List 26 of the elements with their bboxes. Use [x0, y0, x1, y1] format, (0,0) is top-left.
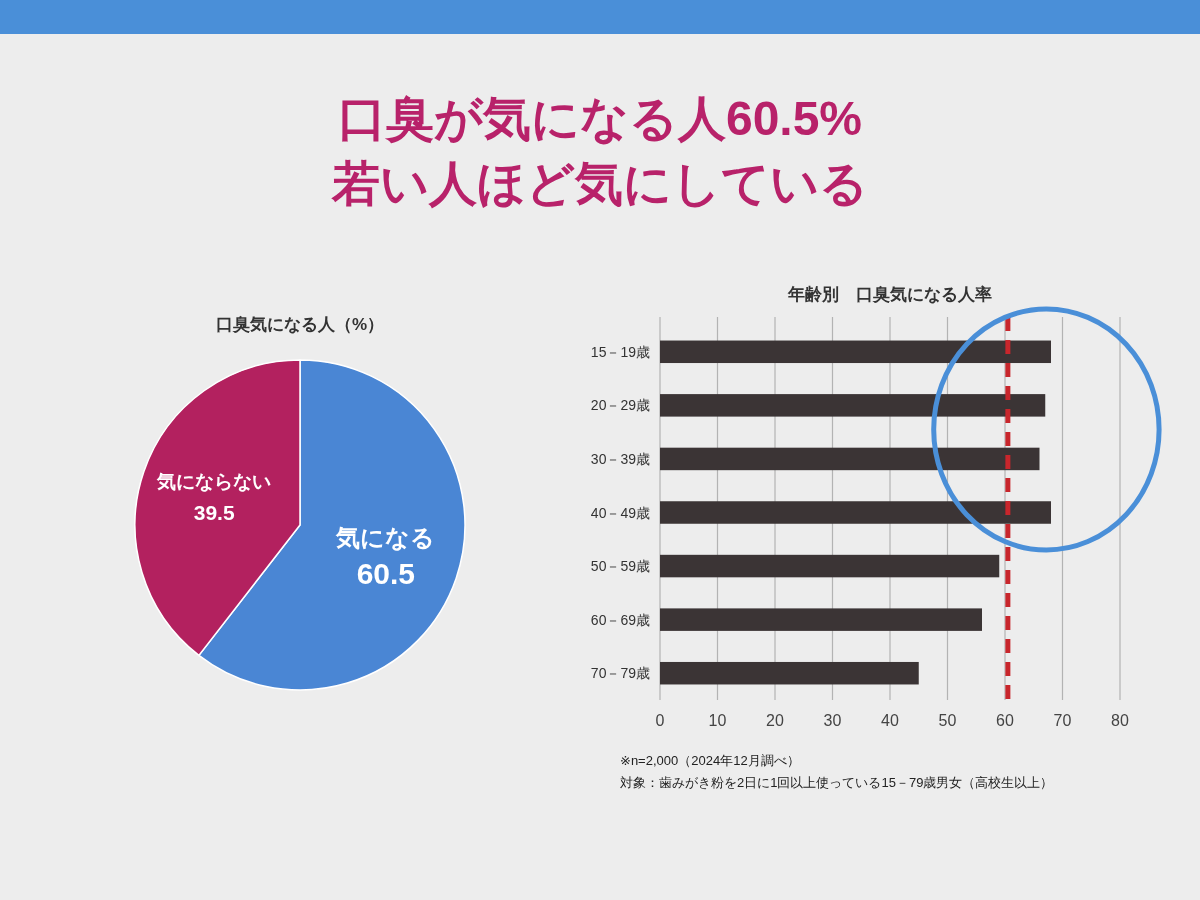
- y-tick-label: 60－69歳: [590, 611, 650, 628]
- y-tick-label: 15－19歳: [590, 343, 650, 360]
- text: 対象：歯みがき粉を2日に1回以上使っている15－79歳男女（高校生以上）: [620, 775, 1054, 790]
- chart-title: 年齢別 口臭気になる人率: [787, 285, 992, 304]
- x-tick-label: 0: [655, 712, 665, 729]
- y-tick-label: 50－59歳: [590, 558, 650, 575]
- x-tick-label: 80: [1111, 712, 1129, 729]
- y-tick-label: 20－29歳: [590, 397, 650, 414]
- data-label: 60.5: [356, 557, 416, 591]
- text: 口臭が気になる人60.5%: [337, 92, 863, 145]
- y-tick-label: 30－39歳: [590, 450, 650, 467]
- y-tick-label: 40－49歳: [590, 504, 650, 521]
- x-tick-label: 20: [766, 712, 784, 729]
- x-tick-label: 30: [823, 712, 842, 729]
- data-label: 39.5: [193, 500, 235, 524]
- text: 若い人ほど気にしている: [331, 157, 868, 210]
- text: ※n=2,000（2024年12月調べ）: [620, 753, 800, 768]
- slice-label: 気になる: [335, 524, 436, 552]
- x-tick-label: 60: [996, 712, 1014, 729]
- x-tick-label: 10: [708, 712, 727, 729]
- x-tick-label: 70: [1053, 712, 1072, 729]
- x-tick-label: 40: [881, 712, 899, 729]
- x-tick-label: 50: [938, 712, 957, 729]
- y-tick-label: 70－79歳: [590, 665, 650, 682]
- slice-label: 気にならない: [156, 470, 272, 492]
- chart-title: 口臭気になる人（%）: [215, 315, 385, 334]
